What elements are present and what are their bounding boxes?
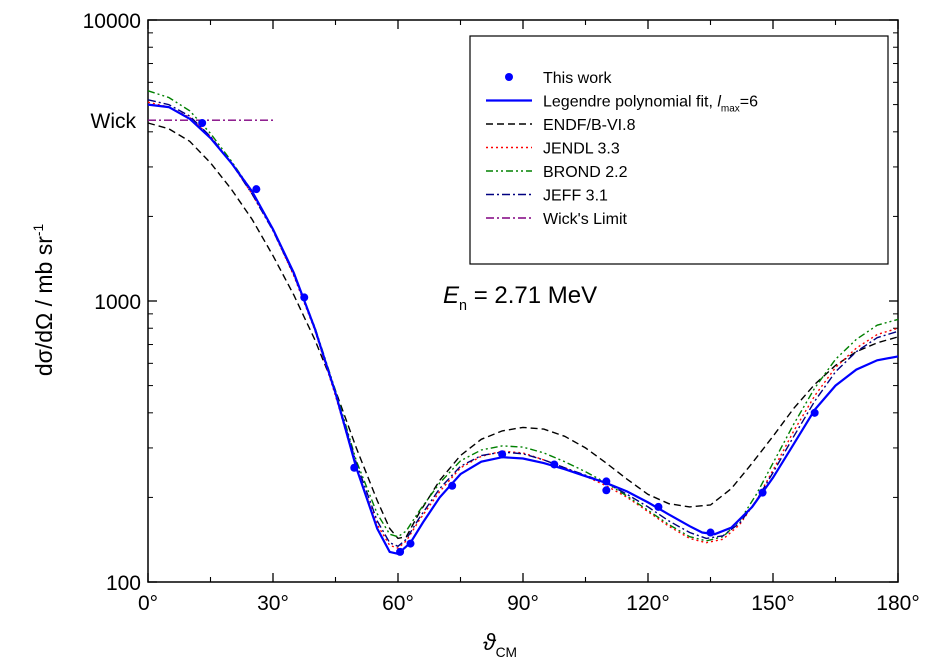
legend-marker [505, 73, 513, 81]
data-point [654, 502, 663, 511]
y-tick-label: 10000 [83, 10, 141, 33]
legend-label: ENDF/B-VI.8 [543, 117, 636, 134]
axis-ticks [147, 19, 899, 583]
legend-label: Legendre polynomial fit, lmax=6 [543, 94, 758, 115]
x-tick-label: 60° [382, 592, 414, 615]
data-point [406, 539, 415, 548]
data-point [810, 408, 819, 417]
x-tick-labels: 0° 30° 60° 90° 120° 150° 180° [138, 592, 920, 615]
data-point [498, 450, 507, 459]
data-point [198, 118, 207, 127]
data-point [448, 481, 457, 490]
energy-annotation: En = 2.71 MeV [443, 282, 597, 314]
x-tick-label: 150° [751, 592, 794, 615]
data-point [252, 185, 261, 194]
legend-box [469, 35, 889, 265]
legend-label: BROND 2.2 [543, 164, 628, 181]
data-point [602, 486, 611, 495]
legend-label: JEFF 3.1 [543, 188, 608, 205]
data-point [758, 488, 767, 497]
y-wick-label: Wick [91, 110, 137, 133]
x-tick-label: 120° [626, 592, 669, 615]
data-point [602, 477, 611, 486]
y-tick-label: 1000 [94, 291, 141, 314]
legend: This work Legendre polynomial fit, lmax=6… [469, 35, 889, 265]
y-tick-labels: 100 1000 10000 Wick [83, 10, 141, 595]
legend-label: This work [543, 70, 612, 87]
y-axis-title: dσ/dΩ / mb sr-1 [31, 224, 57, 376]
data-point [550, 460, 559, 469]
x-tick-label: 90° [507, 592, 539, 615]
legend-label: Wick's Limit [543, 211, 627, 228]
data-point [300, 293, 309, 302]
series-layer [147, 90, 899, 556]
data-point [350, 463, 359, 472]
data-point [706, 528, 715, 537]
x-tick-label: 0° [138, 592, 158, 615]
y-tick-label: 100 [106, 572, 141, 595]
series-line-2 [147, 122, 899, 540]
x-tick-label: 30° [257, 592, 289, 615]
x-tick-label: 180° [876, 592, 919, 615]
data-point [396, 547, 405, 556]
legend-label: JENDL 3.3 [543, 141, 620, 158]
x-axis-title: ϑCM [483, 629, 517, 660]
